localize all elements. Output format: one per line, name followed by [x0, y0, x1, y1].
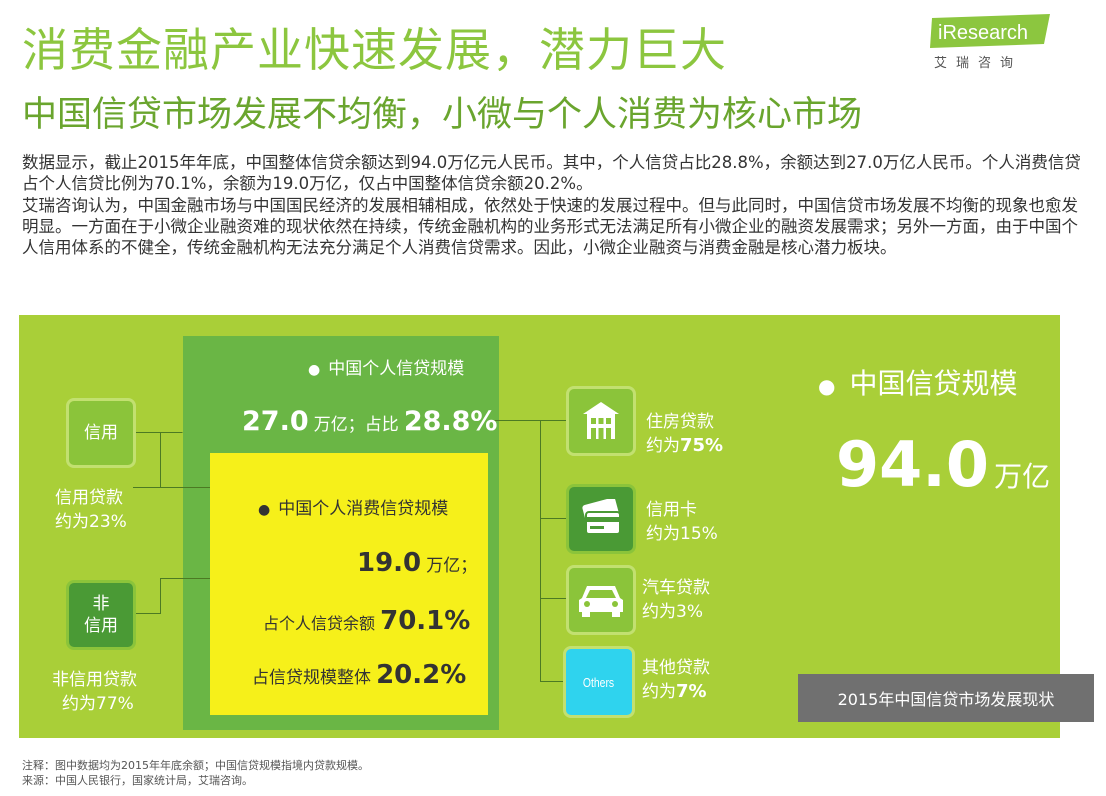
svg-text:iResearch: iResearch [938, 22, 1028, 44]
paragraph-2: 艾瑞咨询认为，中国金融市场与中国国民经济的发展相辅相成，依然处于快速的发展过程中… [22, 195, 1078, 258]
personal-credit-title-text: 中国个人信贷规模 [328, 359, 465, 379]
car-loan-share: 约为3% [642, 600, 710, 624]
bullet-icon: ● [308, 362, 321, 378]
consumer-credit-unit: 万亿； [426, 556, 478, 576]
connector-line [540, 681, 566, 682]
personal-credit-unit: 万亿；占比 [313, 415, 399, 435]
housing-loan-box [566, 386, 636, 456]
personal-credit-amount: 27.0 [242, 406, 309, 437]
chart-caption-label: 2015年中国信贷市场发展现状 [798, 674, 1094, 722]
car-loan-caption: 汽车贷款 约为3% [642, 576, 710, 624]
other-loan-share: 约为7% [642, 680, 710, 704]
consumer-credit-value: 19.0 万亿； [357, 548, 477, 578]
credit-caption-line2: 约为23% [55, 512, 127, 532]
china-credit-value: 94.0 万亿 [836, 428, 1050, 501]
credit-card-approx: 约为 [646, 524, 680, 544]
noncredit-box-label-2: 信用 [84, 616, 118, 636]
connector-line [133, 613, 161, 614]
credit-box: 信用 [66, 398, 136, 468]
consumer-total-label: 占信贷规模整体 [252, 668, 371, 688]
bullet-icon: ● [258, 502, 271, 518]
credit-card-caption: 信用卡 约为15% [646, 498, 718, 546]
housing-loan-approx: 约为 [646, 436, 680, 456]
page-title: 消费金融产业快速发展，潜力巨大 [22, 23, 727, 77]
other-loan-caption: 其他贷款 约为7% [642, 656, 710, 704]
personal-credit-pct: 28.8% [403, 406, 498, 437]
noncredit-caption-line1: 非信用贷款 [52, 670, 137, 690]
housing-loan-share: 约为75% [646, 434, 723, 458]
connector-line [540, 420, 541, 682]
credit-card-box [566, 484, 636, 554]
car-loan-pct: 3% [676, 602, 703, 622]
china-credit-amount: 94.0 [836, 428, 989, 501]
consumer-credit-amount: 19.0 [357, 548, 422, 578]
connector-line [160, 487, 210, 488]
consumer-total-row: 占信贷规模整体 20.2% [252, 660, 466, 690]
house-icon [583, 402, 619, 439]
iresearch-logo: iResearch [930, 14, 1050, 48]
connector-line [133, 432, 183, 488]
connector-line [540, 518, 566, 519]
consumer-share-row: 占个人信贷余额 70.1% [263, 606, 470, 636]
noncredit-box: 非 信用 [66, 580, 136, 650]
noncredit-caption: 非信用贷款 约为77% [52, 668, 137, 716]
consumer-credit-box [210, 453, 488, 715]
personal-credit-value: 27.0 万亿；占比 28.8% [242, 406, 497, 437]
car-loan-box [566, 565, 636, 635]
noncredit-box-label: 非 信用 [84, 593, 118, 637]
consumer-credit-title-text: 中国个人消费信贷规模 [278, 499, 449, 519]
paragraph-1: 数据显示，截止2015年年底，中国整体信贷余额达到94.0万亿元人民币。其中，个… [22, 153, 1081, 194]
housing-loan-label: 住房贷款 [646, 412, 714, 432]
footnote-note: 注释：图中数据均为2015年年底余额；中国信贷规模指境内贷款规模。 [22, 759, 369, 772]
china-credit-unit: 万亿 [994, 460, 1051, 493]
credit-caption: 信用贷款 约为23% [55, 486, 127, 534]
bullet-icon: ● [818, 374, 836, 398]
housing-loan-caption: 住房贷款 约为75% [646, 410, 723, 458]
credit-card-icon [582, 499, 621, 535]
china-credit-title-text: 中国信贷规模 [849, 367, 1018, 400]
noncredit-caption-line2: 约为77% [62, 694, 134, 714]
connector-line [540, 420, 566, 421]
connector-line [540, 598, 566, 599]
car-loan-approx: 约为 [642, 602, 676, 622]
other-loan-label: 其他贷款 [642, 658, 710, 678]
noncredit-box-label-1: 非 [92, 594, 110, 614]
others-box: Others [563, 646, 635, 718]
connector-line [160, 578, 210, 579]
personal-credit-title: ● 中国个人信贷规模 [308, 354, 464, 379]
credit-card-label: 信用卡 [646, 500, 697, 520]
consumer-share-pct: 70.1% [380, 606, 471, 636]
other-loan-approx: 约为 [642, 682, 676, 702]
consumer-credit-title: ● 中国个人消费信贷规模 [258, 494, 448, 519]
connector-line [488, 420, 540, 421]
china-credit-title: ● 中国信贷规模 [818, 362, 1017, 402]
page-subtitle: 中国信贷市场发展不均衡，小微与个人消费为核心市场 [22, 95, 863, 135]
credit-card-share: 约为15% [646, 522, 718, 546]
consumer-share-label: 占个人信贷余额 [263, 614, 376, 633]
credit-caption-line1: 信用贷款 [55, 488, 123, 508]
others-icon: Others [583, 674, 615, 690]
body-text: 数据显示，截止2015年年底，中国整体信贷余额达到94.0万亿元人民币。其中，个… [22, 152, 1087, 258]
consumer-total-pct: 20.2% [376, 660, 467, 690]
credit-card-pct: 15% [680, 524, 718, 544]
other-loan-pct: 7% [676, 681, 707, 702]
connector-line [160, 432, 161, 488]
connector-line [160, 578, 161, 614]
housing-loan-pct: 75% [680, 435, 724, 456]
footnotes: 注释：图中数据均为2015年年底余额；中国信贷规模指境内贷款规模。 来源：中国人… [22, 758, 369, 788]
credit-box-label: 信用 [84, 423, 118, 443]
car-loan-label: 汽车贷款 [642, 578, 710, 598]
logo-subtitle: 艾瑞咨询 [934, 56, 1023, 71]
car-icon [579, 586, 623, 617]
footnote-source: 来源：中国人民银行，国家统计局，艾瑞咨询。 [22, 774, 253, 787]
